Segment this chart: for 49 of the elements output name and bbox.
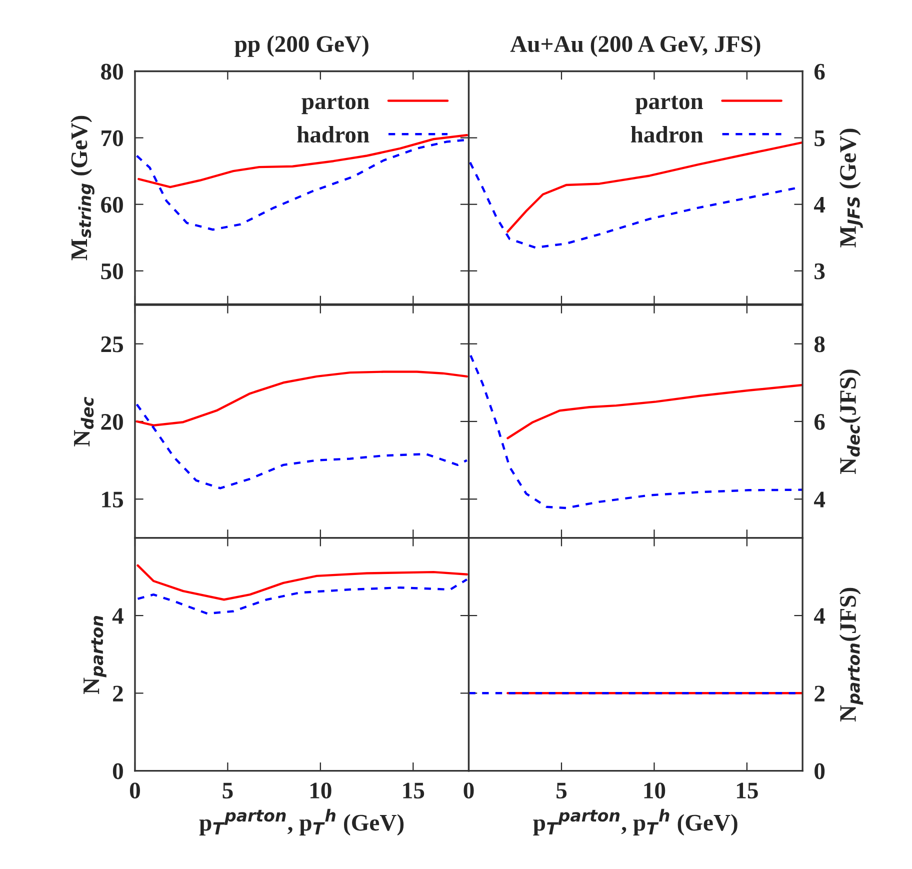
y-tick-label: 15 [102, 492, 123, 508]
line-series [136, 578, 468, 615]
x-axis-title: p$_{T}$$^{parton}$, p$_{T}$$^{h}$ (GeV) [199, 808, 404, 836]
x-tick-label: 10 [644, 782, 666, 799]
y-tick-label: 6 [814, 414, 825, 430]
chart-title: Au+Au (200 A GeV, JFS) [510, 35, 760, 57]
y-axis-title: M$_{JFS}$ (GeV) [839, 128, 863, 248]
y-axis-title: N$_{dec}$(JFS) [839, 370, 861, 474]
line-series [136, 370, 468, 426]
x-axis-title: p$_{T}$$^{parton}$, p$_{T}$$^{h}$ (GeV) [533, 808, 738, 836]
y-tick-label: 2 [814, 686, 824, 702]
x-tick-label: 10 [310, 782, 332, 799]
x-tick-label: 0 [464, 782, 474, 799]
legend-label: hadron [297, 126, 370, 143]
x-tick-label: 5 [222, 782, 233, 799]
y-tick-label: 4 [814, 608, 826, 624]
y-axis-title: M$_{string}$ (GeV) [70, 116, 94, 260]
legend-label: parton [635, 96, 704, 114]
y-tick-label: 60 [101, 196, 123, 213]
y-tick-label: 70 [102, 130, 123, 146]
y-tick-label: 3 [814, 263, 825, 280]
y-tick-label: 25 [101, 336, 123, 352]
x-tick-label: 0 [130, 782, 140, 799]
legend-label: hadron [630, 126, 704, 143]
y-tick-label: 0 [814, 763, 825, 780]
y-tick-label: 4 [814, 196, 826, 213]
y-tick-label: 50 [101, 263, 123, 280]
y-axis-title: N$_{dec}$ [74, 396, 94, 446]
y-tick-label: 20 [101, 414, 123, 430]
line-series [136, 564, 468, 601]
y-axis-title: N$_{parton}$ [84, 616, 106, 694]
x-tick-label: 5 [556, 782, 567, 799]
line-series [506, 141, 803, 233]
x-tick-label: 15 [737, 782, 758, 799]
y-tick-label: 2 [113, 686, 123, 702]
x-tick-label: 15 [403, 782, 424, 799]
chart-title: pp (200 GeV) [234, 35, 368, 57]
y-tick-label: 4 [112, 608, 124, 624]
y-tick-label: 5 [814, 130, 825, 146]
y-tick-label: 6 [814, 64, 825, 80]
line-series [470, 354, 803, 510]
y-tick-label: 0 [112, 763, 123, 780]
line-series [506, 384, 803, 440]
y-tick-label: 80 [101, 64, 123, 80]
legend-label: parton [302, 96, 370, 114]
line-series [136, 403, 468, 490]
y-tick-label: 4 [814, 492, 826, 508]
y-tick-label: 8 [814, 336, 825, 352]
y-axis-title: N$_{parton}$(JFS) [839, 588, 864, 722]
